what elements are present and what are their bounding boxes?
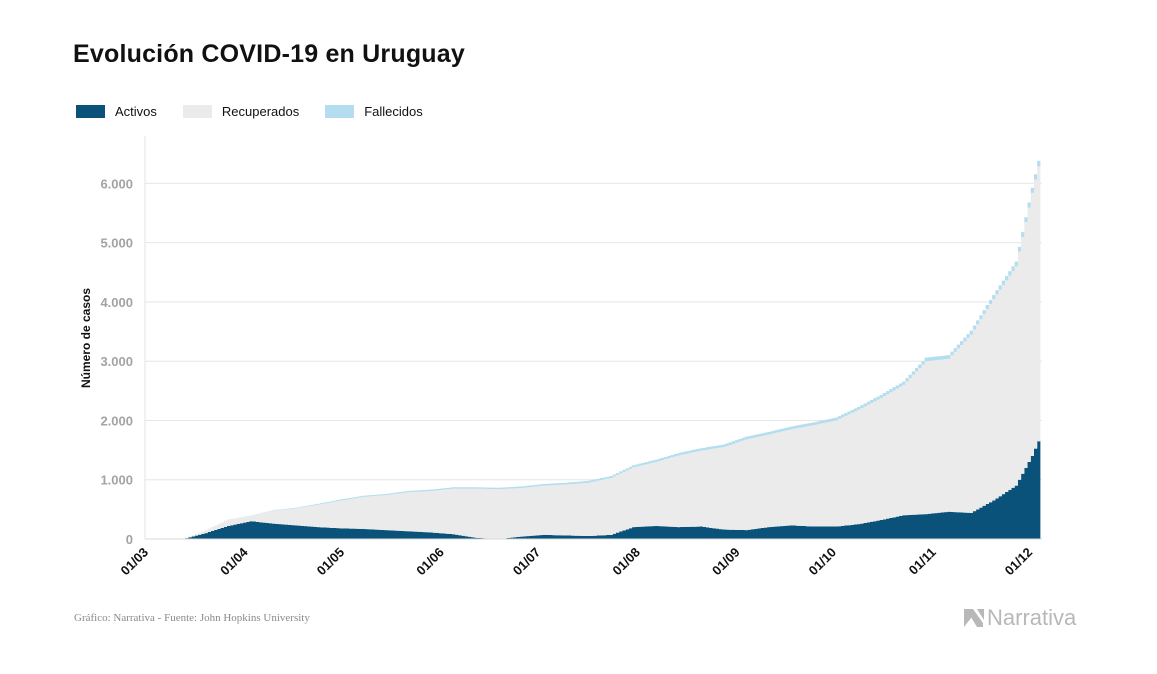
y-tick-label: 0 [126,532,133,547]
y-tick-label: 4.000 [100,295,133,310]
y-axis-title: Número de casos [79,288,93,388]
y-tick-label: 1.000 [100,473,133,488]
x-tick-label: 01/05 [314,545,348,579]
legend-label-recuperados: Recuperados [221,104,300,119]
y-tick-label: 2.000 [100,413,133,428]
legend-label-fallecidos: Fallecidos [364,104,423,119]
source-note: Gráfico: Narrativa - Fuente: John Hopkin… [74,612,310,624]
x-tick-label: 01/08 [609,545,643,579]
brand-name: Narrativa [987,605,1077,630]
x-tick-label: 01/11 [906,545,939,578]
area-activos [181,441,1041,539]
legend-swatch-recuperados [182,105,212,118]
legend-label-activos: Activos [115,104,157,119]
legend-item-recuperados: Recuperados [182,104,300,119]
x-tick-label: 01/09 [709,545,743,579]
narrativa-logo: Narrativa [963,605,1076,631]
legend-item-activos: Activos [76,104,157,119]
x-tick-label: 01/03 [118,545,152,579]
x-tick-label: 01/04 [217,544,251,578]
y-tick-label: 5.000 [100,236,133,251]
legend-swatch-fallecidos [325,105,355,118]
stacked-areas [181,160,1041,539]
legend-swatch-activos [76,105,105,118]
area-recuperados [181,166,1041,539]
y-tick-label: 3.000 [100,354,133,369]
chart-legend: Activos Recuperados Fallecidos [76,104,449,119]
x-tick-label: 01/12 [1002,545,1036,579]
narrativa-logo-icon [963,608,985,628]
x-tick-label: 01/07 [510,545,544,579]
y-tick-label: 6.000 [100,176,133,191]
x-tick-label: 01/06 [413,545,447,579]
legend-item-fallecidos: Fallecidos [325,104,423,119]
x-tick-label: 01/10 [806,545,840,579]
chart-title: Evolución COVID-19 en Uruguay [73,40,465,68]
